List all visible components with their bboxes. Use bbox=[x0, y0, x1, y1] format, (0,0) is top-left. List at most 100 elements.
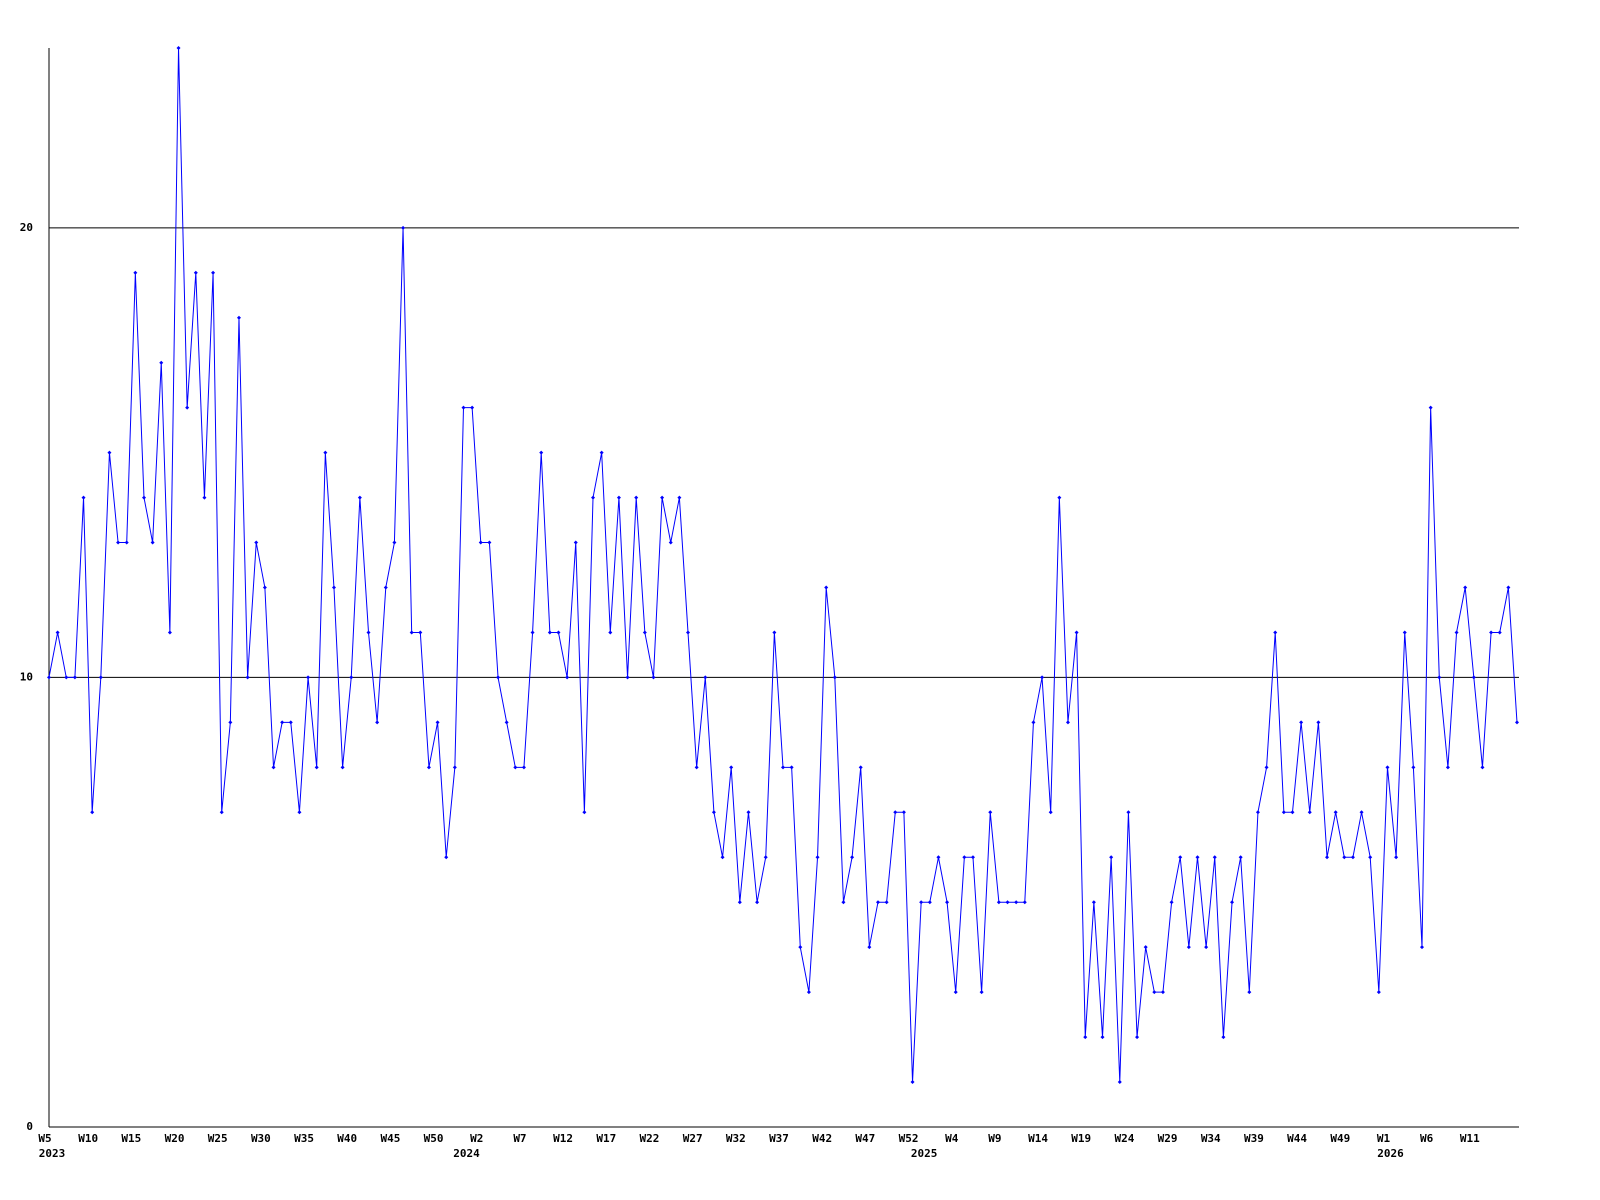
point bbox=[867, 945, 872, 950]
point bbox=[228, 720, 233, 725]
point bbox=[616, 495, 621, 500]
x-tick-label: W52 bbox=[899, 1132, 919, 1145]
point bbox=[1117, 1080, 1122, 1085]
point bbox=[755, 900, 760, 905]
x-tick-label: W32 bbox=[726, 1132, 746, 1145]
point bbox=[901, 810, 906, 815]
point bbox=[1212, 855, 1217, 860]
point bbox=[798, 945, 803, 950]
point bbox=[781, 765, 785, 770]
point bbox=[1471, 675, 1476, 680]
point bbox=[694, 765, 699, 770]
point bbox=[418, 630, 423, 635]
point bbox=[565, 675, 570, 680]
point bbox=[815, 855, 820, 860]
point bbox=[1022, 900, 1027, 905]
point bbox=[1333, 810, 1338, 815]
point bbox=[936, 855, 941, 860]
point bbox=[478, 540, 483, 545]
point bbox=[703, 675, 708, 680]
point bbox=[1325, 855, 1330, 860]
point bbox=[254, 540, 259, 545]
point bbox=[150, 540, 155, 545]
x-tick-label: W10 bbox=[78, 1132, 98, 1145]
point bbox=[789, 765, 794, 770]
x-tick-label: W45 bbox=[380, 1132, 400, 1145]
point bbox=[513, 765, 518, 770]
point bbox=[133, 270, 138, 275]
point bbox=[1238, 855, 1243, 860]
point bbox=[504, 720, 509, 725]
point bbox=[1281, 810, 1286, 815]
point bbox=[1342, 855, 1347, 860]
x-year-label: 2025 bbox=[911, 1147, 938, 1160]
point bbox=[953, 990, 958, 995]
point bbox=[1428, 405, 1433, 410]
point bbox=[729, 765, 734, 770]
x-tick-label: W49 bbox=[1330, 1132, 1350, 1145]
point bbox=[1445, 765, 1450, 770]
y-tick-label: 10 bbox=[20, 670, 33, 683]
point bbox=[1264, 765, 1269, 770]
point bbox=[375, 720, 380, 725]
point bbox=[1255, 810, 1260, 815]
point bbox=[314, 765, 319, 770]
point bbox=[185, 405, 190, 410]
point bbox=[668, 540, 673, 545]
point bbox=[461, 405, 466, 410]
point bbox=[401, 225, 406, 230]
point bbox=[893, 810, 898, 815]
x-tick-label: W40 bbox=[337, 1132, 357, 1145]
x-tick-label: W1 bbox=[1377, 1132, 1391, 1145]
point bbox=[1411, 765, 1416, 770]
point bbox=[1230, 900, 1235, 905]
x-tick-label: W14 bbox=[1028, 1132, 1048, 1145]
point bbox=[245, 675, 250, 680]
point bbox=[1515, 720, 1519, 725]
point bbox=[1437, 675, 1442, 680]
x-tick-label: W11 bbox=[1460, 1132, 1480, 1145]
point bbox=[530, 630, 535, 635]
point bbox=[521, 765, 526, 770]
point bbox=[124, 540, 129, 545]
point bbox=[1048, 810, 1053, 815]
point bbox=[1065, 720, 1070, 725]
point bbox=[1402, 630, 1407, 635]
point bbox=[1195, 855, 1200, 860]
point bbox=[1160, 990, 1165, 995]
point bbox=[1359, 810, 1364, 815]
point bbox=[1031, 720, 1036, 725]
point bbox=[81, 495, 86, 500]
point bbox=[349, 675, 354, 680]
point bbox=[1290, 810, 1295, 815]
x-tick-label: W7 bbox=[513, 1132, 526, 1145]
point bbox=[1299, 720, 1304, 725]
x-tick-label: W17 bbox=[596, 1132, 616, 1145]
point bbox=[1420, 945, 1425, 950]
point bbox=[1480, 765, 1485, 770]
point bbox=[1376, 990, 1381, 995]
point bbox=[582, 810, 587, 815]
x-tick-label: W37 bbox=[769, 1132, 789, 1145]
point bbox=[875, 900, 880, 905]
point bbox=[841, 900, 846, 905]
point bbox=[64, 675, 69, 680]
point bbox=[159, 360, 164, 365]
point bbox=[651, 675, 656, 680]
point bbox=[573, 540, 578, 545]
x-tick-label: W24 bbox=[1114, 1132, 1134, 1145]
point bbox=[910, 1080, 915, 1085]
x-tick-label: W9 bbox=[988, 1132, 1001, 1145]
x-tick-label: W42 bbox=[812, 1132, 832, 1145]
point bbox=[1178, 855, 1183, 860]
x-tick-label: W15 bbox=[121, 1132, 141, 1145]
point bbox=[1091, 900, 1096, 905]
point bbox=[211, 270, 216, 275]
point bbox=[1014, 900, 1019, 905]
point bbox=[737, 900, 742, 905]
point bbox=[47, 675, 51, 680]
point bbox=[323, 450, 328, 455]
point bbox=[1497, 630, 1502, 635]
point bbox=[591, 495, 596, 500]
